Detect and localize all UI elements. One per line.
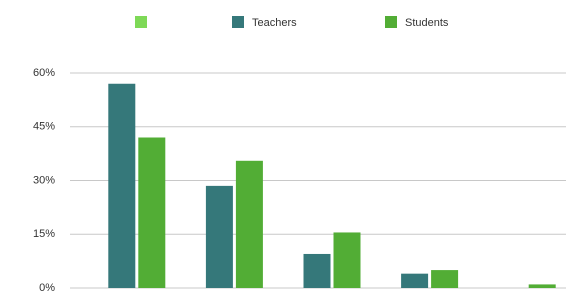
legend-label: Teachers bbox=[252, 17, 297, 29]
bar bbox=[431, 270, 459, 288]
bar bbox=[303, 253, 331, 288]
bar bbox=[333, 232, 361, 288]
bar bbox=[205, 185, 233, 288]
y-tick-label: 15% bbox=[33, 228, 55, 240]
bar bbox=[528, 284, 556, 288]
legend-swatch bbox=[232, 16, 244, 28]
legend-swatch bbox=[135, 16, 147, 28]
bar bbox=[401, 273, 429, 288]
bar bbox=[138, 137, 166, 288]
bar bbox=[235, 160, 263, 288]
legend-swatch bbox=[385, 16, 397, 28]
bar bbox=[108, 83, 136, 288]
y-tick-label: 30% bbox=[33, 174, 55, 186]
y-tick-label: 45% bbox=[33, 121, 55, 133]
y-tick-label: 0% bbox=[39, 282, 55, 294]
legend-label: Students bbox=[405, 17, 449, 29]
y-tick-label: 60% bbox=[33, 67, 55, 79]
